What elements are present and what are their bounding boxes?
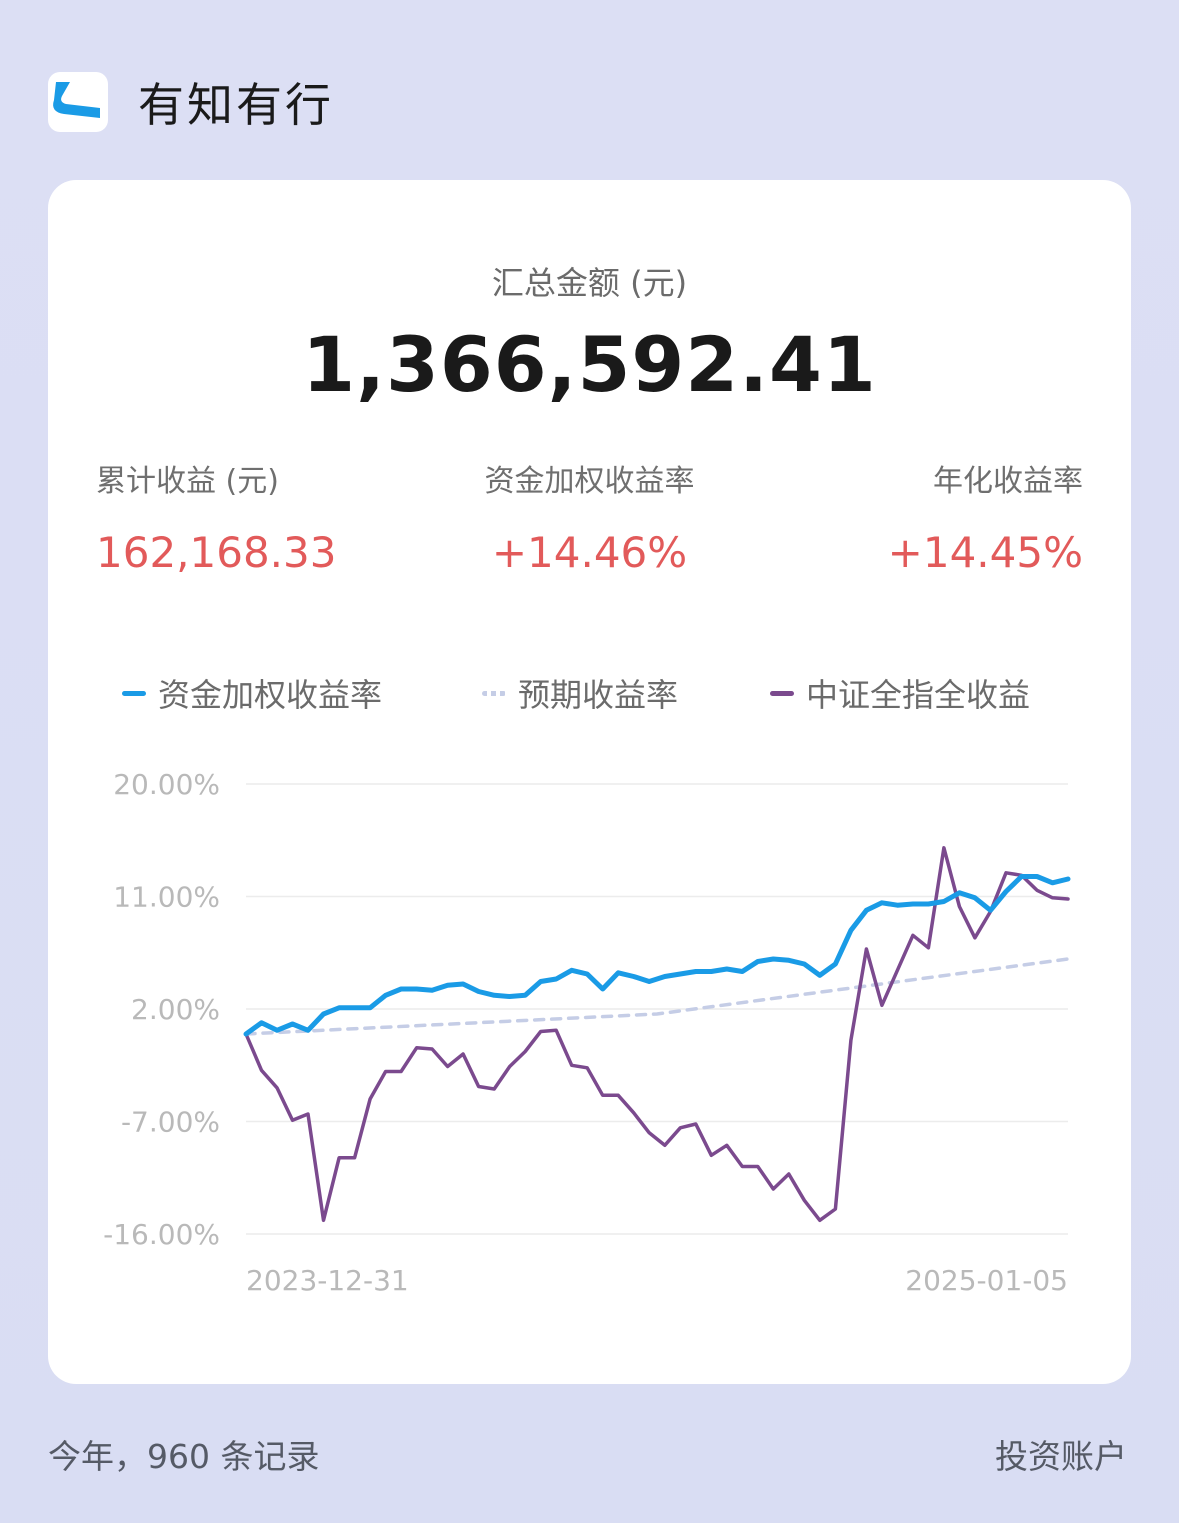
stat-value: +14.45% bbox=[887, 528, 1083, 577]
stat-weighted-return: 资金加权收益率 +14.46% bbox=[48, 456, 1131, 577]
legend-item-index[interactable]: 中证全指全收益 bbox=[770, 668, 1030, 718]
legend-label: 资金加权收益率 bbox=[158, 676, 383, 714]
stat-value: 162,168.33 bbox=[96, 528, 337, 577]
legend-item-weighted[interactable]: 资金加权收益率 bbox=[122, 668, 382, 718]
app-logo-icon bbox=[48, 72, 108, 132]
stat-value: +14.46% bbox=[491, 528, 688, 577]
stat-cumulative-return: 累计收益 (元) 162,168.33 bbox=[96, 456, 336, 577]
y-tick-label: 20.00% bbox=[113, 768, 220, 801]
total-amount-value: 1,366,592.41 bbox=[302, 320, 877, 409]
y-tick-label: -16.00% bbox=[103, 1218, 220, 1251]
legend-swatch bbox=[122, 690, 146, 696]
y-tick-label: -7.00% bbox=[121, 1106, 220, 1139]
stat-label: 累计收益 (元) bbox=[96, 464, 279, 499]
total-amount-label: 汇总金额 (元) bbox=[491, 264, 688, 302]
summary-card: 汇总金额 (元) 1,366,592.41 累计收益 (元) 162,168.3… bbox=[48, 180, 1131, 1384]
x-tick-label: 2023-12-31 bbox=[246, 1264, 409, 1297]
legend-item-expected[interactable]: 预期收益率 bbox=[482, 668, 678, 718]
app-title: 有知有行 bbox=[138, 78, 334, 132]
stat-label: 年化收益率 bbox=[933, 464, 1083, 499]
series-line-weighted-return bbox=[243, 874, 1071, 1037]
app-header: 有知有行 bbox=[48, 72, 334, 132]
series-line-index-return bbox=[244, 846, 1070, 1223]
chart-legend: 资金加权收益率 预期收益率 中证全指全收益 bbox=[48, 668, 1131, 718]
record-count: 今年，960 条记录 bbox=[48, 1437, 320, 1476]
legend-label: 预期收益率 bbox=[518, 676, 679, 714]
stat-annualized-return: 年化收益率 +14.45% bbox=[888, 456, 1083, 577]
return-line-chart: 20.00% 11.00% 2.00% -7.00% -16.00% 2023-12-31… bbox=[103, 768, 1071, 1297]
stat-label: 资金加权收益率 bbox=[484, 464, 695, 499]
x-tick-label: 2025-01-05 bbox=[905, 1264, 1068, 1297]
legend-swatch bbox=[482, 690, 506, 696]
legend-label: 中证全指全收益 bbox=[806, 676, 1031, 714]
series-line-expected-return bbox=[244, 957, 1070, 1036]
investment-account-link[interactable]: 投资账户 bbox=[995, 1437, 1127, 1476]
y-tick-label: 11.00% bbox=[113, 881, 220, 914]
legend-swatch bbox=[770, 690, 794, 696]
y-tick-label: 2.00% bbox=[131, 993, 220, 1026]
